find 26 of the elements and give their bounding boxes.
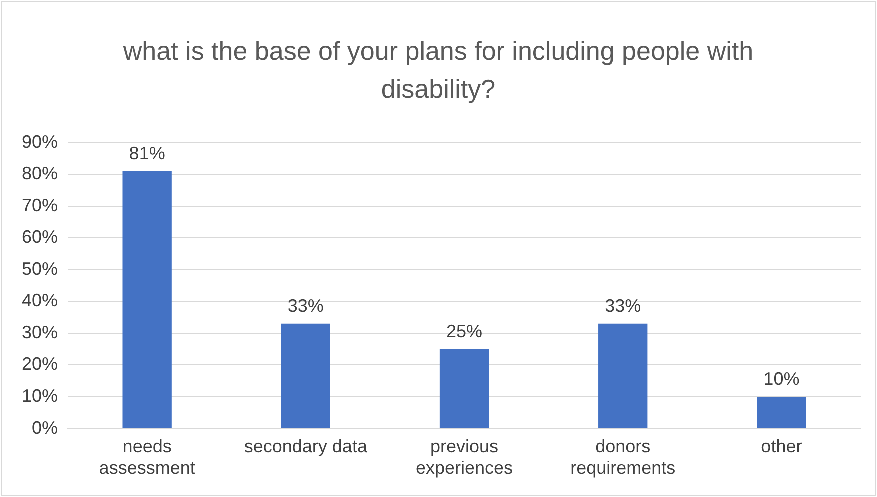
x-tick-label: secondary data [244,436,368,457]
y-tick-label: 90% [22,132,58,152]
x-tick-label: other [761,436,802,457]
chart-title: what is the base of your plans for including people with disability? [122,35,755,106]
data-label: 25% [446,321,483,342]
x-tick-label: previous experiences [416,436,514,478]
bar [757,397,806,428]
data-label: 81% [129,143,166,164]
data-label: 10% [764,368,800,389]
y-tick-label: 10% [22,386,58,406]
y-tick-label: 40% [22,290,58,311]
y-tick-label: 80% [22,164,58,184]
x-tick-label: donors requirements [570,436,676,478]
y-tick-label: 70% [22,195,58,216]
y-tick-label: 30% [22,322,58,342]
data-label: 33% [605,296,642,316]
bar [598,324,648,428]
bar [122,171,172,428]
bar [440,349,490,428]
bar [281,324,330,428]
y-tick-label: 20% [22,354,58,374]
x-tick-label: needs assessment [99,436,196,478]
y-tick-label: 50% [22,258,58,279]
y-tick-label: 0% [32,418,58,438]
data-label: 33% [288,296,324,316]
y-tick-label: 60% [22,227,58,248]
